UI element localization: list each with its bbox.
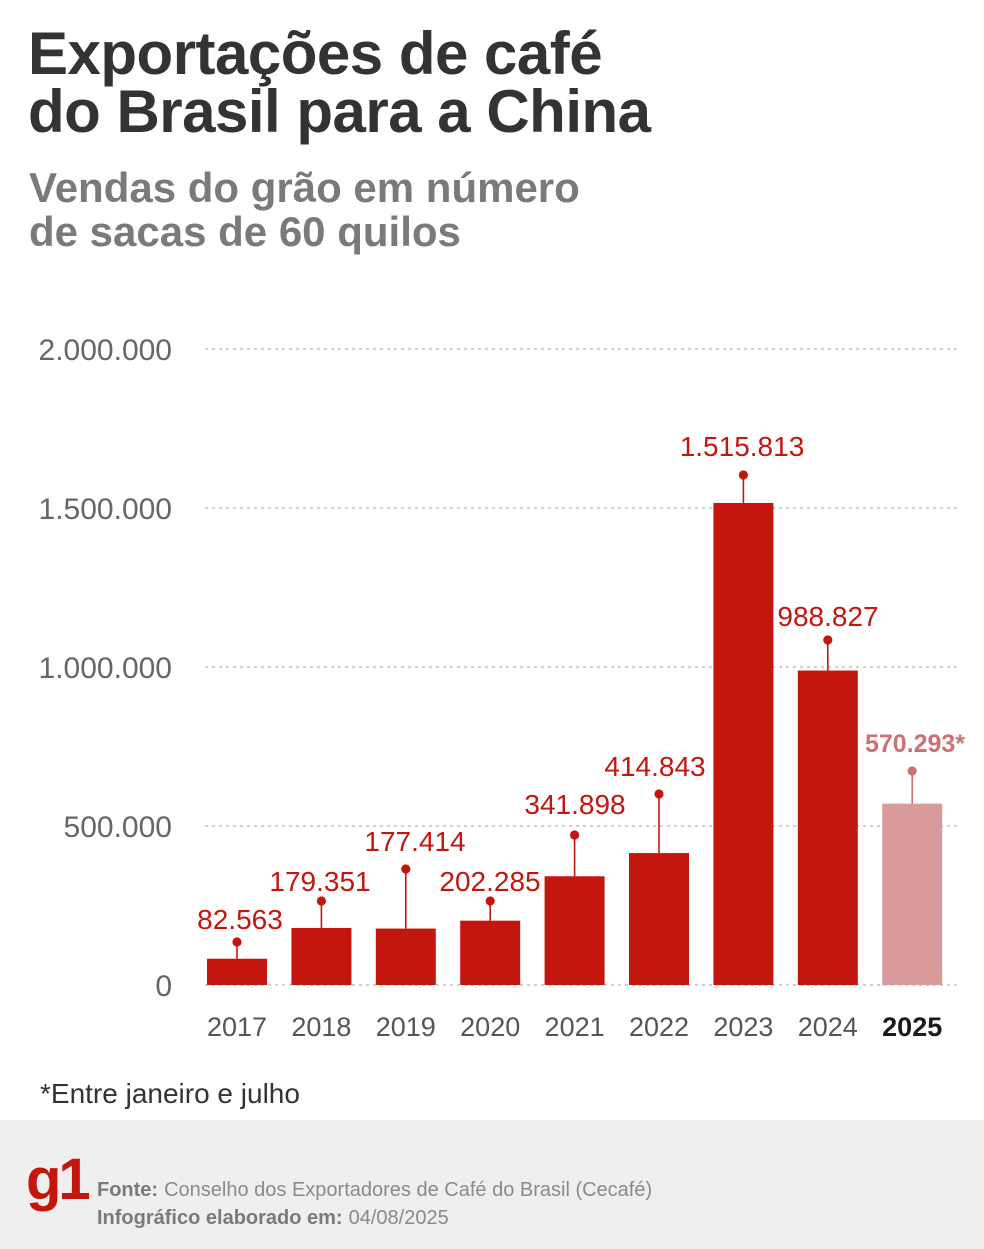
y-tick-label: 0: [155, 970, 172, 1003]
footnote: *Entre janeiro e julho: [40, 1078, 300, 1109]
x-tick-label-2024: 2024: [798, 1012, 858, 1042]
value-label-2023: 1.515.813: [680, 431, 805, 462]
x-tick-label-2021: 2021: [545, 1012, 605, 1042]
source-text: Conselho dos Exportadores de Café do Bra…: [164, 1179, 653, 1201]
y-tick-label: 500.000: [64, 811, 172, 844]
leader-dot-2019: [401, 864, 411, 874]
leader-dot-2023: [738, 470, 749, 480]
value-label-2019: 177.414: [364, 826, 465, 857]
bar-2020: [460, 920, 521, 985]
labels: 0 500.000 1.000.000 1.500.000 2.000.000 82.56…: [39, 334, 966, 1042]
x-tick-label-2020: 2020: [460, 1012, 520, 1042]
date-label: Infográfico elaborado em:: [97, 1207, 343, 1229]
source-label: Fonte:: [97, 1179, 159, 1201]
value-label-2021: 341.898: [524, 789, 625, 820]
leader-dot-2024: [823, 635, 833, 645]
footer: g1 Fonte: Conselho dos Exportadores de Ca…: [0, 1120, 984, 1249]
value-label-2017: 82.563: [197, 904, 283, 935]
source-line: Fonte: Conselho dos Exportadores de Café …: [97, 1176, 652, 1204]
leader-dot-2021: [570, 830, 580, 840]
y-tick-label: 2.000.000: [39, 334, 172, 367]
x-tick-label-2018: 2018: [291, 1012, 351, 1042]
leader-dot-2020: [485, 896, 495, 906]
bar-2024: [797, 670, 858, 985]
x-tick-label-2022: 2022: [629, 1012, 689, 1042]
date-text: 04/08/2025: [348, 1207, 449, 1229]
bar-2023: [713, 502, 774, 985]
x-tick-label-2017: 2017: [207, 1012, 267, 1042]
bar-2018: [291, 927, 352, 985]
y-tick-label: 1.000.000: [39, 652, 172, 685]
page-title: Exportações de café do Brasil para a Chi…: [28, 20, 651, 145]
x-tick-label-2025: 2025: [882, 1012, 942, 1042]
g1-logo: g1: [26, 1147, 91, 1212]
bar-2017: [207, 958, 267, 985]
bar-2021: [544, 876, 605, 985]
leader-dot-2022: [654, 789, 664, 799]
date-line: Infográfico elaborado em: 04/08/2025: [97, 1204, 449, 1232]
bars: [207, 470, 943, 985]
value-label-2020: 202.285: [439, 866, 540, 897]
value-label-2018: 179.351: [269, 866, 370, 897]
bar-2025: [882, 803, 943, 985]
x-tick-label-2019: 2019: [376, 1012, 436, 1042]
page-subtitle: Vendas do grão em número de sacas de 60 …: [29, 164, 580, 255]
leader-dot-2017: [232, 937, 242, 947]
leader-dot-2018: [316, 896, 326, 906]
value-label-2025: 570.293*: [865, 730, 965, 758]
leader-dot-2025: [907, 766, 917, 776]
bar-2019: [375, 928, 436, 985]
x-tick-label-2023: 2023: [713, 1012, 773, 1042]
value-label-2022: 414.843: [604, 751, 705, 782]
y-tick-label: 1.500.000: [39, 493, 172, 526]
value-label-2024: 988.827: [777, 601, 878, 632]
bar-2022: [629, 853, 689, 985]
